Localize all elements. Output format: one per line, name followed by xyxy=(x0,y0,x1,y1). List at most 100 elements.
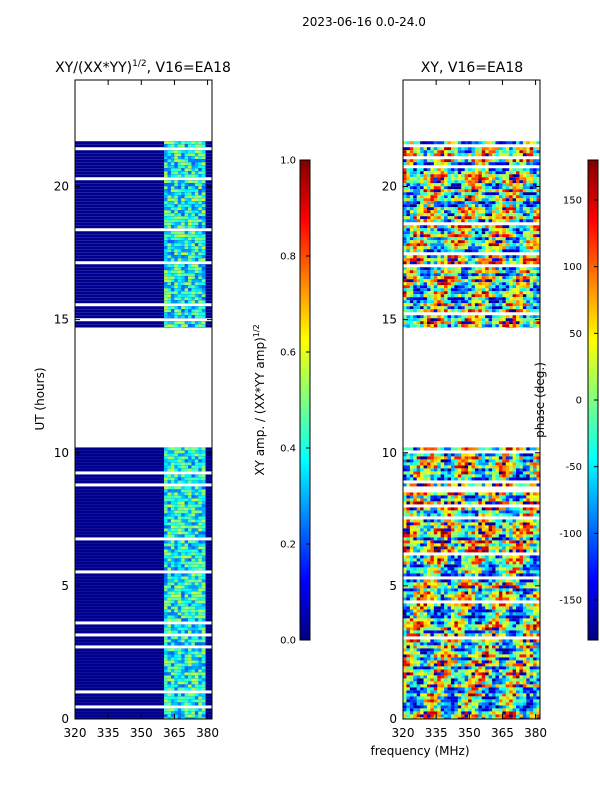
heat-cell xyxy=(478,678,483,682)
heat-cell xyxy=(440,612,445,616)
heat-cell xyxy=(413,564,418,568)
heat-cell xyxy=(485,501,490,505)
heat-cell xyxy=(184,612,189,616)
heat-cell xyxy=(164,144,168,148)
heat-cell xyxy=(450,453,455,457)
heat-cell xyxy=(495,483,500,487)
heat-cell xyxy=(413,591,418,595)
heat-cell xyxy=(444,627,448,631)
heat-cell xyxy=(184,630,189,634)
heat-cell xyxy=(413,654,418,658)
heat-cell xyxy=(201,552,206,556)
heat-cell xyxy=(184,234,189,238)
heat-cell xyxy=(450,540,455,544)
heat-cell xyxy=(512,585,517,589)
heat-cell xyxy=(457,663,462,667)
heat-cell xyxy=(433,468,438,472)
heat-cell xyxy=(529,615,534,619)
heat-cell xyxy=(409,591,414,595)
heat-cell xyxy=(464,699,469,703)
heat-cell xyxy=(437,645,442,649)
heat-cell xyxy=(167,465,172,469)
heat-cell xyxy=(406,597,411,601)
heat-cell xyxy=(492,654,496,658)
heat-cell xyxy=(536,693,541,697)
heat-cell xyxy=(184,237,189,241)
heat-cell xyxy=(174,681,179,685)
heat-cell xyxy=(474,612,479,616)
heat-cell xyxy=(420,588,424,592)
heat-cell xyxy=(536,537,541,541)
heat-cell xyxy=(167,156,172,160)
heat-cell xyxy=(461,594,466,598)
heat-cell xyxy=(437,534,442,538)
heat-cell xyxy=(198,153,203,157)
heat-cell xyxy=(502,546,507,550)
heat-cell xyxy=(174,597,179,601)
heat-cell xyxy=(406,705,411,709)
heat-cell xyxy=(181,672,185,676)
heat-cell xyxy=(426,681,431,685)
heat-cell xyxy=(174,486,179,490)
heat-cell xyxy=(474,594,479,598)
heat-cell xyxy=(533,648,537,652)
heat-cell xyxy=(174,255,179,259)
heat-cell xyxy=(492,549,496,553)
heat-cell xyxy=(526,453,531,457)
heat-cell xyxy=(505,558,510,562)
heat-cell xyxy=(164,573,168,577)
heat-cell xyxy=(181,624,185,628)
heat-cell xyxy=(498,546,503,550)
heat-cell xyxy=(201,543,206,547)
heat-cell xyxy=(481,579,486,583)
heat-cell xyxy=(464,609,469,613)
heat-cell xyxy=(177,300,182,304)
heat-cell xyxy=(188,495,192,499)
heat-cell xyxy=(164,312,168,316)
heat-cell xyxy=(488,546,493,550)
heat-cell xyxy=(461,561,466,565)
heat-cell xyxy=(191,555,196,559)
heat-cell xyxy=(191,186,196,190)
heat-cell xyxy=(454,708,459,712)
heat-cell xyxy=(406,669,411,673)
heat-cell xyxy=(433,612,438,616)
heat-cell xyxy=(433,666,438,670)
heat-cell xyxy=(170,450,175,454)
heat-cell xyxy=(191,174,196,178)
heat-cell xyxy=(420,648,424,652)
heat-cell xyxy=(423,642,428,646)
heat-cell xyxy=(440,627,445,631)
heat-cell xyxy=(403,474,407,478)
heat-cell xyxy=(164,297,168,301)
heat-cell xyxy=(198,258,203,262)
heat-cell xyxy=(526,651,531,655)
heat-cell xyxy=(450,468,455,472)
heat-cell xyxy=(502,702,507,706)
heat-cell xyxy=(409,540,414,544)
heat-cell xyxy=(177,693,182,697)
heat-cell xyxy=(468,621,472,625)
heat-cell xyxy=(519,687,524,691)
heat-cell xyxy=(409,585,414,589)
heat-cell xyxy=(505,678,510,682)
heat-cell xyxy=(191,564,196,568)
heat-cell xyxy=(188,456,192,460)
heat-cell xyxy=(437,468,442,472)
heat-cell xyxy=(403,690,407,694)
heat-cell xyxy=(461,570,466,574)
heat-cell xyxy=(416,672,421,676)
heat-cell xyxy=(409,672,414,676)
heat-cell xyxy=(522,624,527,628)
heat-cell xyxy=(536,648,541,652)
heat-cell xyxy=(533,687,537,691)
heat-cell xyxy=(498,612,503,616)
heat-cell xyxy=(409,660,414,664)
heat-cell xyxy=(461,702,466,706)
heat-cell xyxy=(529,459,534,463)
heat-cell xyxy=(198,168,203,172)
heat-cell xyxy=(426,594,431,598)
colorbar1-tick-label: 0.8 xyxy=(280,252,296,263)
